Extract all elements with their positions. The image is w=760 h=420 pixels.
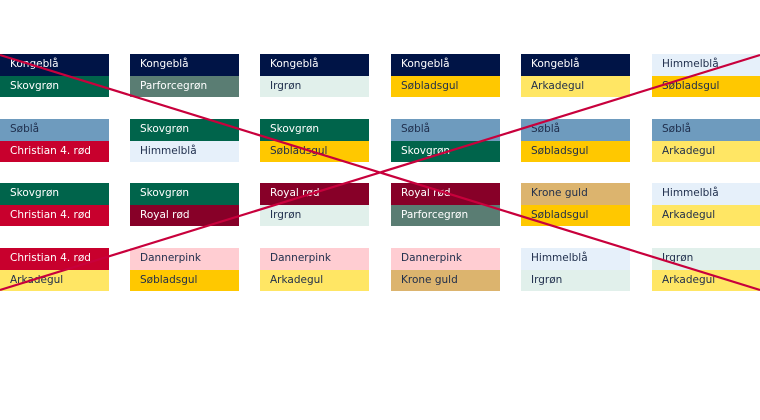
swatch-top: Dannerpink xyxy=(260,248,369,270)
swatch-bottom: Parforcegrøn xyxy=(391,204,500,226)
swatch-bottom: Christian 4. rød xyxy=(0,140,109,162)
swatch-top: Dannerpink xyxy=(391,248,500,270)
swatch-top: Søblå xyxy=(0,119,109,141)
swatch-top: Søblå xyxy=(652,119,760,141)
swatch-top: Himmelblå xyxy=(652,54,760,76)
color-pair: Himmelblå Søbladsgul xyxy=(652,54,760,97)
swatch-top: Kongeblå xyxy=(130,54,239,76)
swatch-top: Skovgrøn xyxy=(130,183,239,205)
swatch-bottom: Skovgrøn xyxy=(0,75,109,97)
swatch-bottom: Søbladsgul xyxy=(652,75,760,97)
color-pair: Kongeblå Arkadegul xyxy=(521,54,630,97)
color-pair: Himmelblå Arkadegul xyxy=(652,183,760,226)
swatch-bottom: Krone guld xyxy=(391,269,500,291)
swatch-top: Irgrøn xyxy=(652,248,760,270)
swatch-bottom: Søbladsgul xyxy=(130,269,239,291)
color-pair: Dannerpink Arkadegul xyxy=(260,248,369,291)
swatch-top: Himmelblå xyxy=(521,248,630,270)
swatch-bottom: Søbladsgul xyxy=(391,75,500,97)
swatch-bottom: Arkadegul xyxy=(521,75,630,97)
swatch-bottom: Arkadegul xyxy=(652,204,760,226)
swatch-bottom: Arkadegul xyxy=(652,269,760,291)
swatch-bottom: Skovgrøn xyxy=(391,140,500,162)
swatch-bottom: Søbladsgul xyxy=(521,204,630,226)
swatch-top: Kongeblå xyxy=(521,54,630,76)
swatch-top: Søblå xyxy=(521,119,630,141)
swatch-bottom: Søbladsgul xyxy=(521,140,630,162)
color-pair: Søblå Christian 4. rød xyxy=(0,119,109,162)
color-pair: Skovgrøn Himmelblå xyxy=(130,119,239,162)
color-pair: Skovgrøn Royal rød xyxy=(130,183,239,226)
swatch-bottom: Himmelblå xyxy=(130,140,239,162)
swatch-top: Kongeblå xyxy=(0,54,109,76)
swatch-top: Royal rød xyxy=(260,183,369,205)
swatch-bottom: Irgrøn xyxy=(260,75,369,97)
color-pair: Søblå Skovgrøn xyxy=(391,119,500,162)
swatch-top: Kongeblå xyxy=(260,54,369,76)
swatch-bottom: Arkadegul xyxy=(652,140,760,162)
color-pair: Kongeblå Irgrøn xyxy=(260,54,369,97)
swatch-bottom: Parforcegrøn xyxy=(130,75,239,97)
color-pair: Skovgrøn Christian 4. rød xyxy=(0,183,109,226)
color-pair: Krone guld Søbladsgul xyxy=(521,183,630,226)
color-pair: Kongeblå Skovgrøn xyxy=(0,54,109,97)
color-pair: Søblå Arkadegul xyxy=(652,119,760,162)
swatch-top: Søblå xyxy=(391,119,500,141)
swatch-top: Skovgrøn xyxy=(0,183,109,205)
color-pair: Søblå Søbladsgul xyxy=(521,119,630,162)
swatch-top: Himmelblå xyxy=(652,183,760,205)
swatch-bottom: Arkadegul xyxy=(0,269,109,291)
swatch-bottom: Royal rød xyxy=(130,204,239,226)
color-pair: Christian 4. rød Arkadegul xyxy=(0,248,109,291)
swatch-top: Krone guld xyxy=(521,183,630,205)
color-pair: Dannerpink Krone guld xyxy=(391,248,500,291)
color-pair: Irgrøn Arkadegul xyxy=(652,248,760,291)
swatch-top: Skovgrøn xyxy=(260,119,369,141)
color-pair: Royal rød Parforcegrøn xyxy=(391,183,500,226)
swatch-bottom: Christian 4. rød xyxy=(0,204,109,226)
color-pair: Kongeblå Parforcegrøn xyxy=(130,54,239,97)
swatch-bottom: Søbladsgul xyxy=(260,140,369,162)
color-pair: Royal rød Irgrøn xyxy=(260,183,369,226)
swatch-top: Skovgrøn xyxy=(130,119,239,141)
swatch-bottom: Arkadegul xyxy=(260,269,369,291)
swatch-bottom: Irgrøn xyxy=(521,269,630,291)
color-pair: Himmelblå Irgrøn xyxy=(521,248,630,291)
color-pair: Skovgrøn Søbladsgul xyxy=(260,119,369,162)
swatch-top: Kongeblå xyxy=(391,54,500,76)
color-pair: Kongeblå Søbladsgul xyxy=(391,54,500,97)
swatch-bottom: Irgrøn xyxy=(260,204,369,226)
swatch-top: Royal rød xyxy=(391,183,500,205)
color-pair: Dannerpink Søbladsgul xyxy=(130,248,239,291)
swatch-top: Christian 4. rød xyxy=(0,248,109,270)
swatch-top: Dannerpink xyxy=(130,248,239,270)
